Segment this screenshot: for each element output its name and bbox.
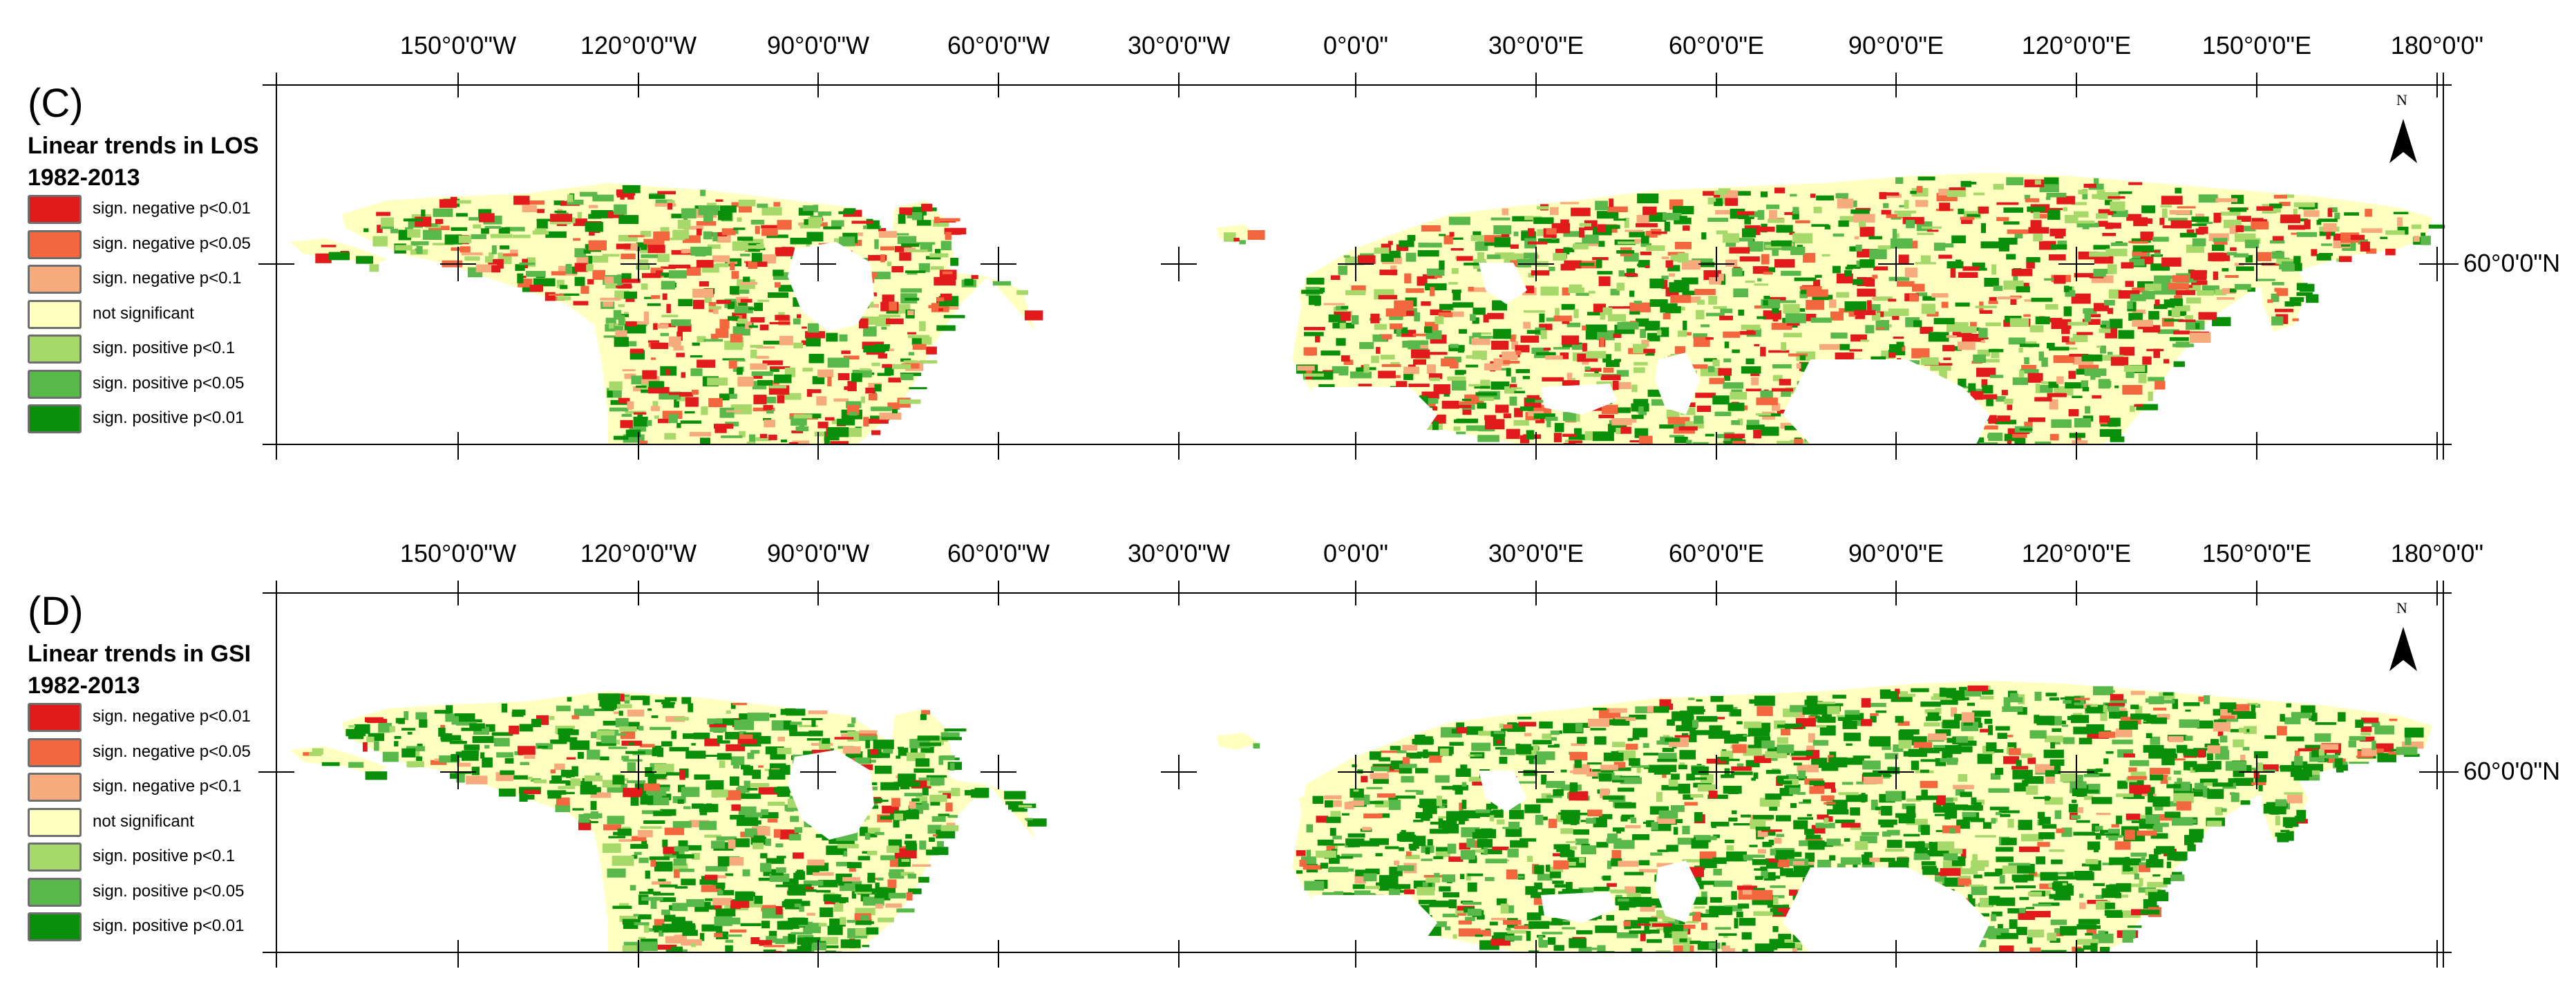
- longitude-label: 90°0'0"E: [1848, 31, 1944, 60]
- legend-item: sign. negative p<0.1: [28, 773, 387, 803]
- legend-swatch: [28, 843, 82, 872]
- legend-swatch: [28, 370, 82, 399]
- longitude-label: 180°0'0": [2391, 31, 2483, 60]
- longitude-label: 120°0'0"E: [2022, 539, 2131, 568]
- legend-label: sign. negative p<0.01: [93, 707, 251, 726]
- legend-label: not significant: [93, 304, 194, 323]
- legend-item: sign. negative p<0.01: [28, 195, 387, 225]
- legend-item: sign. negative p<0.05: [28, 230, 387, 261]
- legend-title: Linear trends in GSI 1982-2013: [28, 638, 251, 702]
- legend-item: sign. positive p<0.01: [28, 912, 387, 943]
- legend-label: sign. negative p<0.1: [93, 777, 242, 796]
- legend-swatch: [28, 808, 82, 837]
- legend-label: sign. positive p<0.01: [93, 408, 244, 428]
- longitude-label: 0°0'0": [1323, 31, 1388, 60]
- longitude-label: 60°0'0"W: [947, 31, 1050, 60]
- legend-title-line1: Linear trends in LOS: [28, 130, 258, 162]
- legend-swatch: [28, 300, 82, 329]
- legend-title-line1: Linear trends in GSI: [28, 638, 251, 670]
- legend-item: sign. positive p<0.05: [28, 370, 387, 400]
- legend-label: sign. negative p<0.05: [93, 742, 251, 762]
- legend-swatch: [28, 703, 82, 732]
- legend-label: sign. positive p<0.01: [93, 916, 244, 936]
- north-arrow-icon: [2385, 599, 2421, 671]
- legend-label: sign. positive p<0.1: [93, 339, 235, 358]
- legend-label: sign. positive p<0.1: [93, 847, 235, 866]
- legend-swatch: [28, 738, 82, 767]
- legend-title-line2: 1982-2013: [28, 162, 258, 194]
- legend-swatch: [28, 773, 82, 802]
- longitude-label: 30°0'0"W: [1128, 31, 1230, 60]
- longitude-label: 150°0'0"W: [400, 31, 516, 60]
- legend-item: sign. positive p<0.1: [28, 843, 387, 873]
- longitude-label: 30°0'0"E: [1488, 539, 1584, 568]
- legend-title: Linear trends in LOS 1982-2013: [28, 130, 258, 194]
- legend-item: sign. positive p<0.05: [28, 878, 387, 908]
- legend-swatch: [28, 195, 82, 224]
- longitude-label: 60°0'0"E: [1669, 539, 1764, 568]
- panel-c: 150°0'0"W 120°0'0"W 90°0'0"W 60°0'0"W 30°0'0…: [0, 0, 2576, 499]
- longitude-label: 30°0'0"W: [1128, 539, 1230, 568]
- legend-item: sign. negative p<0.05: [28, 738, 387, 769]
- latitude-label: 60°0'0"N: [2463, 249, 2560, 278]
- legend-label: sign. positive p<0.05: [93, 882, 244, 901]
- legend-item: sign. positive p<0.01: [28, 404, 387, 435]
- longitude-label: 90°0'0"E: [1848, 539, 1944, 568]
- panel-letter: (D): [28, 588, 84, 634]
- legend-swatch: [28, 265, 82, 294]
- legend-item: sign. negative p<0.01: [28, 703, 387, 733]
- legend-swatch: [28, 335, 82, 364]
- longitude-label: 0°0'0": [1323, 539, 1388, 568]
- longitude-label: 120°0'0"W: [580, 539, 697, 568]
- longitude-label: 60°0'0"E: [1669, 31, 1764, 60]
- longitude-label: 150°0'0"E: [2202, 31, 2311, 60]
- longitude-label: 90°0'0"W: [767, 31, 869, 60]
- legend-item: sign. negative p<0.1: [28, 265, 387, 295]
- longitude-label: 150°0'0"W: [400, 539, 516, 568]
- longitude-label: 120°0'0"E: [2022, 31, 2131, 60]
- legend-label: not significant: [93, 812, 194, 831]
- legend-swatch: [28, 404, 82, 433]
- panel-d: 150°0'0"W 120°0'0"W 90°0'0"W 60°0'0"W 30°0'0…: [0, 508, 2576, 1007]
- longitude-label: 180°0'0": [2391, 539, 2483, 568]
- legend-label: sign. negative p<0.1: [93, 269, 242, 288]
- longitude-label: 90°0'0"W: [767, 539, 869, 568]
- legend-swatch: [28, 878, 82, 907]
- legend-label: sign. positive p<0.05: [93, 374, 244, 393]
- legend-item: sign. positive p<0.1: [28, 335, 387, 365]
- legend-swatch: [28, 912, 82, 941]
- panel-letter: (C): [28, 80, 84, 126]
- longitude-label: 60°0'0"W: [947, 539, 1050, 568]
- legend-item: not significant: [28, 808, 387, 838]
- legend-swatch: [28, 230, 82, 259]
- legend-label: sign. negative p<0.05: [93, 234, 251, 254]
- longitude-label: 120°0'0"W: [580, 31, 697, 60]
- legend-label: sign. negative p<0.01: [93, 199, 251, 218]
- longitude-label: 30°0'0"E: [1488, 31, 1584, 60]
- latitude-label: 60°0'0"N: [2463, 757, 2560, 786]
- longitude-label: 150°0'0"E: [2202, 539, 2311, 568]
- legend-title-line2: 1982-2013: [28, 670, 251, 702]
- legend-item: not significant: [28, 300, 387, 330]
- north-arrow-icon: [2385, 91, 2421, 163]
